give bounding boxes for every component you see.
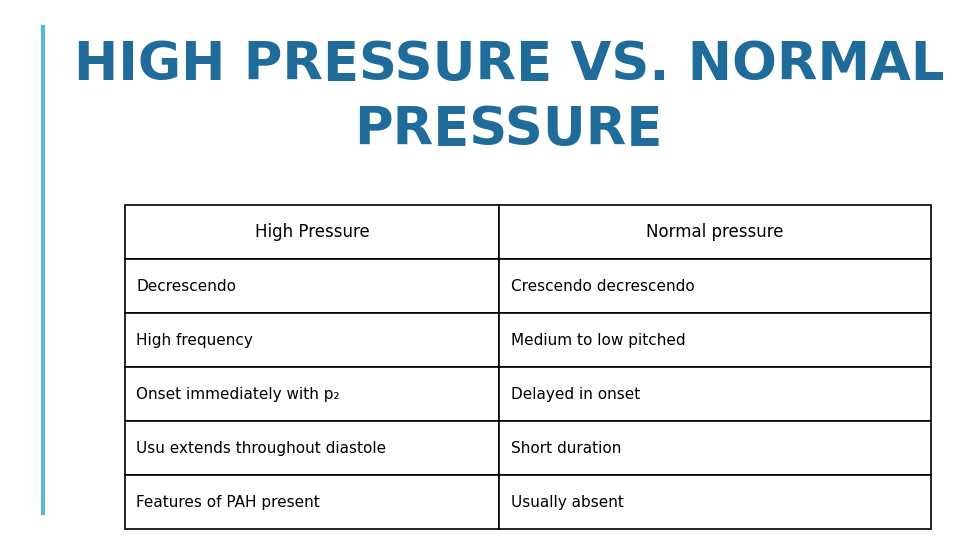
Text: Short duration: Short duration xyxy=(511,441,621,456)
Text: Usu extends throughout diastole: Usu extends throughout diastole xyxy=(136,441,387,456)
Text: PRESSURE: PRESSURE xyxy=(354,104,663,156)
Text: Delayed in onset: Delayed in onset xyxy=(511,387,640,402)
Text: Normal pressure: Normal pressure xyxy=(646,223,784,241)
Text: Medium to low pitched: Medium to low pitched xyxy=(511,333,685,348)
Text: High Pressure: High Pressure xyxy=(254,223,370,241)
Text: Features of PAH present: Features of PAH present xyxy=(136,495,320,510)
Text: HIGH PRESSURE VS. NORMAL: HIGH PRESSURE VS. NORMAL xyxy=(74,39,944,91)
Text: Decrescendo: Decrescendo xyxy=(136,279,236,294)
Text: High frequency: High frequency xyxy=(136,333,253,348)
Text: Usually absent: Usually absent xyxy=(511,495,624,510)
Text: Crescendo decrescendo: Crescendo decrescendo xyxy=(511,279,694,294)
Text: Onset immediately with p₂: Onset immediately with p₂ xyxy=(136,387,340,402)
